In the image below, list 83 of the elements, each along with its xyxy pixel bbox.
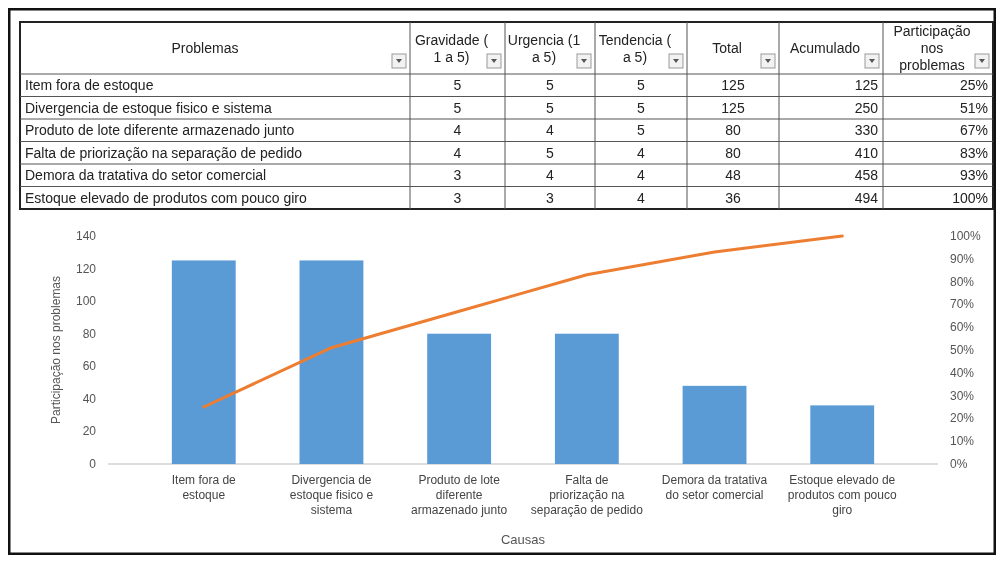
y2-tick-label: 20%	[950, 411, 975, 426]
bar	[299, 260, 364, 464]
text: 5	[453, 99, 462, 116]
text: 494	[854, 189, 878, 206]
text: 3	[453, 189, 462, 206]
category-label: Urgencia (1 a 5)	[507, 31, 581, 65]
y2-tick-label: 60%	[950, 320, 975, 335]
category-label: Divergencia de estoque fisico e sistema	[25, 99, 272, 116]
y-tick-label: 140	[75, 229, 97, 243]
text: 25%	[959, 77, 988, 94]
y-tick-label: 120	[75, 261, 97, 276]
x-axis-title: Causas	[500, 532, 546, 547]
text: 458	[854, 167, 878, 184]
category-label: Acumulado	[789, 40, 861, 56]
text: 125	[721, 99, 745, 116]
category-label: Participação nos problemas	[893, 23, 971, 73]
text: 80	[725, 122, 741, 139]
y2-tick-label: 0%	[950, 457, 968, 471]
text: 5	[637, 99, 645, 116]
text: 4	[637, 144, 645, 161]
text: 5	[546, 99, 554, 116]
text: 4	[546, 167, 554, 184]
category-label: Tendencia ( a 5)	[598, 31, 672, 65]
text: 4	[637, 167, 645, 184]
text: 3	[453, 167, 462, 184]
text: 83%	[959, 144, 988, 161]
y2-tick-label: 40%	[950, 365, 975, 380]
x-tick-label: Falta de priorização na separação de pedido	[530, 473, 644, 517]
text: 125	[854, 77, 878, 94]
text: 100%	[952, 189, 988, 206]
y-tick-label: 60	[82, 359, 97, 374]
y2-tick-label: 10%	[950, 434, 975, 449]
bar	[682, 385, 747, 464]
bar	[427, 333, 492, 464]
text: 51%	[959, 99, 988, 116]
category-label: Gravidade ( 1 a 5)	[414, 31, 489, 65]
text: 410	[854, 144, 878, 161]
y-tick-label: 0	[89, 457, 97, 471]
y-tick-label: 20	[82, 424, 97, 439]
category-label: Problemas	[171, 40, 239, 56]
x-tick-label: Divergencia de estoque fisico e sistema	[289, 473, 374, 517]
text: 3	[546, 189, 554, 206]
text: 4	[453, 122, 462, 139]
x-tick-label: Produto de lote diferente armazenado junto	[411, 473, 508, 517]
category-label: Total	[712, 40, 742, 56]
category-label: Item fora de estoque	[25, 77, 154, 94]
x-tick-label: Item fora de estoque	[171, 473, 237, 502]
y-axis-title: Participação nos problemas	[49, 275, 63, 425]
text: 67%	[959, 122, 988, 139]
y2-tick-label: 100%	[950, 229, 982, 243]
x-tick-label: Demora da tratativa do setor comercial	[661, 473, 768, 502]
text: 5	[637, 122, 645, 139]
text: 36	[725, 189, 741, 206]
text: 4	[453, 144, 462, 161]
text: 48	[725, 167, 741, 184]
category-label: Falta de priorização na separação de pedido	[25, 144, 303, 161]
y-tick-label: 100	[75, 294, 97, 309]
line-series	[202, 234, 844, 409]
x-tick-label: Estoque elevado de produtos com pouco giro	[787, 473, 897, 517]
category-label: Estoque elevado de produtos com pouco giro	[25, 189, 307, 206]
bar	[554, 333, 619, 464]
y2-tick-label: 80%	[950, 274, 975, 289]
text: 330	[854, 122, 878, 139]
y2-tick-label: 70%	[950, 297, 975, 312]
text: 4	[637, 189, 645, 206]
text: 250	[854, 99, 878, 116]
text: 125	[721, 77, 745, 94]
text: 5	[453, 77, 462, 94]
y2-tick-label: 50%	[950, 343, 975, 357]
text: 5	[546, 77, 554, 94]
y2-tick-label: 90%	[950, 251, 975, 266]
bar	[810, 405, 875, 464]
y-tick-label: 80	[82, 326, 97, 341]
text: 80	[725, 144, 741, 161]
text: 93%	[959, 167, 988, 184]
bar	[171, 260, 236, 464]
text: 5	[546, 144, 554, 161]
y2-tick-label: 30%	[950, 388, 975, 403]
text: 4	[546, 122, 554, 139]
category-label: Produto de lote diferente armazenado junto	[25, 122, 295, 139]
category-label: Demora da tratativa do setor comercial	[25, 167, 267, 184]
text: 5	[637, 77, 645, 94]
y-tick-label: 40	[82, 391, 97, 406]
